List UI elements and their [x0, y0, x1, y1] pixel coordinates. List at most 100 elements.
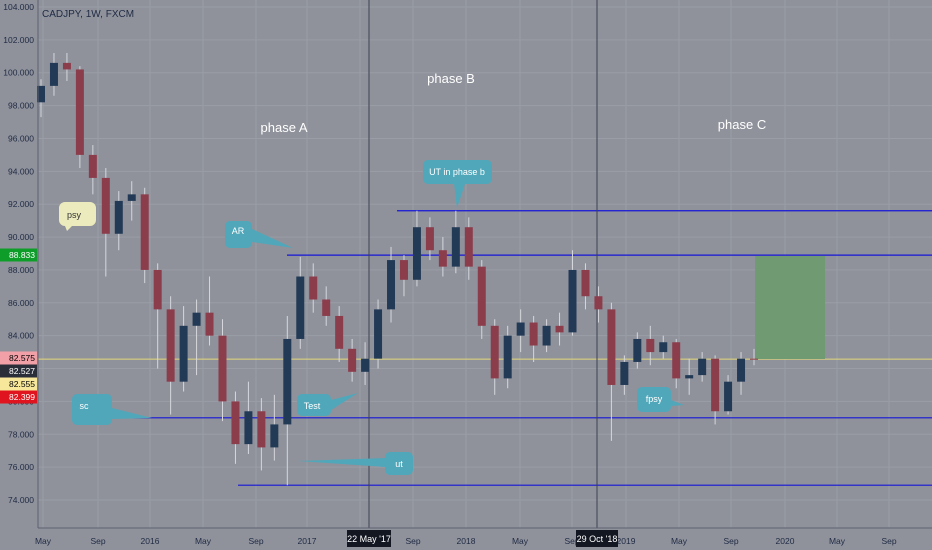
candle	[425, 217, 434, 261]
ut-text: ut	[395, 459, 403, 469]
test-callout[interactable]	[297, 393, 358, 416]
candle-body	[49, 62, 58, 86]
candle	[646, 325, 655, 366]
candle	[620, 355, 629, 395]
candle	[101, 168, 110, 277]
candle	[594, 286, 603, 323]
y-tick-label: 84.000	[8, 331, 34, 341]
candle	[490, 319, 499, 395]
candle-body	[451, 227, 460, 267]
candle	[192, 299, 201, 376]
price-badge: 82.527	[0, 364, 37, 378]
candle	[270, 394, 279, 461]
y-tick-label: 88.000	[8, 265, 34, 275]
price-badge-text: 82.575	[9, 353, 35, 363]
candle	[503, 325, 512, 389]
x-tick-label: 2016	[141, 536, 160, 546]
price-badge-text: 82.555	[9, 379, 35, 389]
price-badge-bg	[0, 390, 37, 404]
candle	[335, 306, 344, 362]
crosshair-date-1: 22 May '17	[347, 534, 391, 544]
x-tick-label: 2019	[617, 536, 636, 546]
ut-phase-b-text: UT in phase b	[429, 167, 485, 177]
candle-body	[62, 62, 71, 70]
candle	[477, 260, 486, 339]
price-badge-bg	[0, 351, 37, 365]
candle-body	[244, 411, 253, 445]
y-tick-label: 74.000	[8, 495, 34, 505]
candle-body	[348, 348, 357, 372]
candle-body	[166, 309, 175, 382]
y-tick-label: 78.000	[8, 429, 34, 439]
candle-body	[322, 299, 331, 316]
candle-body	[620, 361, 629, 385]
candle-body	[672, 342, 681, 379]
candle	[37, 79, 45, 118]
candle-body	[140, 194, 149, 270]
candle-body	[646, 338, 655, 353]
x-tick-label: May	[829, 536, 846, 546]
phase-b-label: phase B	[427, 71, 475, 86]
candle	[711, 355, 720, 425]
candle-body	[724, 381, 733, 412]
candle-body	[88, 154, 97, 178]
candle-body	[737, 358, 746, 382]
ut-callout[interactable]	[298, 452, 413, 475]
y-tick-label: 90.000	[8, 232, 34, 242]
price-badge-text: 88.833	[9, 250, 35, 260]
candle-body	[568, 269, 577, 333]
candle-body	[179, 325, 188, 382]
ut-phase-b-callout[interactable]	[423, 160, 492, 208]
sc-callout[interactable]	[72, 394, 152, 425]
candle-body	[399, 260, 408, 280]
x-tick-label: May	[195, 536, 212, 546]
candle-body	[101, 177, 110, 234]
candle-body	[412, 227, 421, 280]
candle-body	[659, 342, 668, 353]
candle	[685, 358, 694, 395]
candle-body	[711, 358, 720, 412]
candle-body	[542, 325, 551, 346]
candle-body	[231, 401, 240, 445]
candle-body	[529, 322, 538, 346]
candle-body	[114, 200, 123, 234]
candle	[244, 381, 253, 454]
candle	[179, 306, 188, 392]
ar-callout[interactable]	[225, 221, 293, 248]
x-tick-label: May	[35, 536, 52, 546]
psy-callout[interactable]	[59, 202, 96, 231]
candle-body	[581, 269, 590, 297]
target-box	[755, 256, 825, 359]
candle-body	[555, 325, 564, 333]
candle	[114, 191, 123, 251]
price-badge-bg	[0, 248, 37, 262]
symbol-title: CADJPY, 1W, FXCM	[42, 9, 134, 20]
crosshair-date-box-1	[347, 530, 391, 547]
fpsy-text: fpsy	[646, 394, 663, 404]
candle-body	[335, 315, 344, 349]
fpsy-callout[interactable]	[637, 387, 684, 412]
price-badge-bg	[0, 377, 37, 391]
price-badge: 88.833	[0, 248, 37, 262]
candle	[296, 256, 305, 349]
candle	[75, 66, 84, 169]
sc-text: sc	[80, 401, 90, 411]
candle	[218, 319, 227, 422]
candle-body	[490, 325, 499, 379]
candles	[37, 53, 758, 486]
candle-body	[296, 276, 305, 339]
price-badge-text: 82.399	[9, 392, 35, 402]
x-tick-label: 2018	[457, 536, 476, 546]
x-tick-label: Sep	[881, 536, 896, 546]
candle	[633, 332, 642, 369]
candle-body	[270, 424, 279, 448]
candle-body	[218, 335, 227, 402]
candle	[348, 338, 357, 382]
candle	[374, 299, 383, 369]
candle	[309, 263, 318, 313]
candle-body	[516, 322, 525, 336]
candle	[412, 210, 421, 287]
candle-body	[503, 335, 512, 379]
candle	[127, 181, 136, 221]
